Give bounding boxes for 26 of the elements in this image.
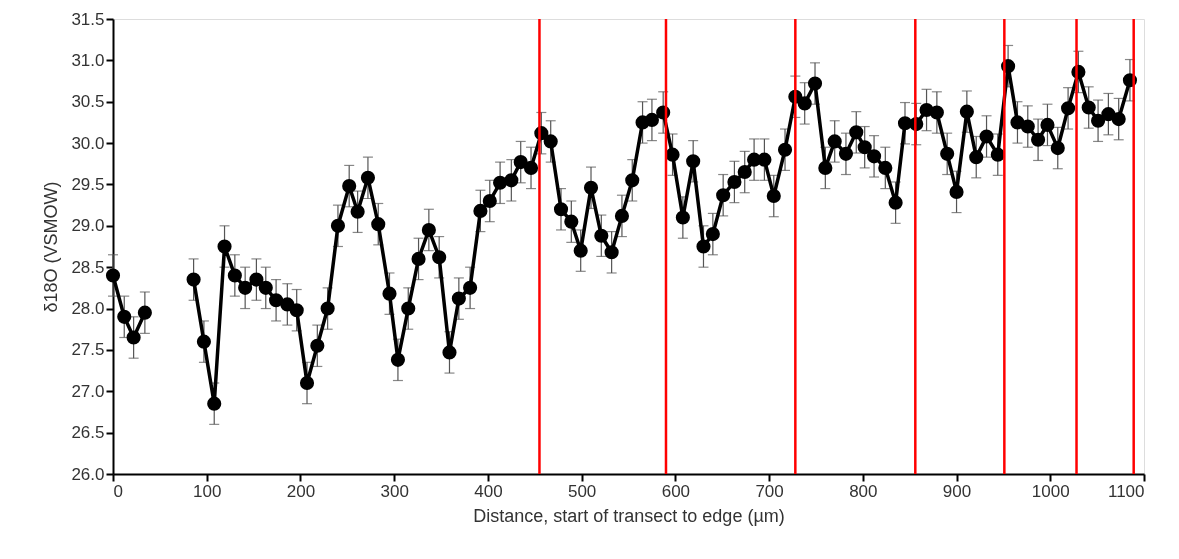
y-tick-label: 30.0 (71, 133, 105, 153)
y-axis-title: δ18O (VSMOW) (41, 181, 62, 313)
x-tick-label: 900 (942, 481, 972, 501)
x-tick-label: 500 (567, 481, 597, 501)
y-tick-label: 29.0 (71, 216, 105, 236)
x-axis-title: Distance, start of transect to edge (µm) (473, 505, 785, 526)
x-tick-label: 400 (474, 481, 503, 501)
y-tick-label: 26.0 (71, 464, 105, 484)
y-tick-label: 31.0 (71, 50, 105, 70)
y-tick-label: 26.5 (71, 423, 105, 443)
x-tick-label: 700 (755, 481, 784, 501)
x-tick-label: 0 (113, 481, 123, 501)
y-tick-label: 27.5 (71, 340, 105, 360)
y-tick-label: 27.0 (71, 381, 105, 401)
y-tick-label: 28.5 (71, 257, 105, 277)
x-tick-label: 600 (661, 481, 691, 501)
x-tick-label: 300 (380, 481, 409, 501)
x-tick-label: 800 (849, 481, 878, 501)
y-tick-label: 31.5 (71, 9, 105, 29)
x-tick-label: 100 (193, 481, 222, 501)
y-tick-label: 29.5 (71, 174, 105, 194)
x-tick-label: 1100 (1107, 481, 1145, 501)
y-tick-label: 28.0 (71, 299, 105, 319)
x-tick-label: 1000 (1031, 481, 1070, 501)
y-tick-label: 30.5 (71, 92, 105, 112)
x-tick-label: 200 (286, 481, 316, 501)
